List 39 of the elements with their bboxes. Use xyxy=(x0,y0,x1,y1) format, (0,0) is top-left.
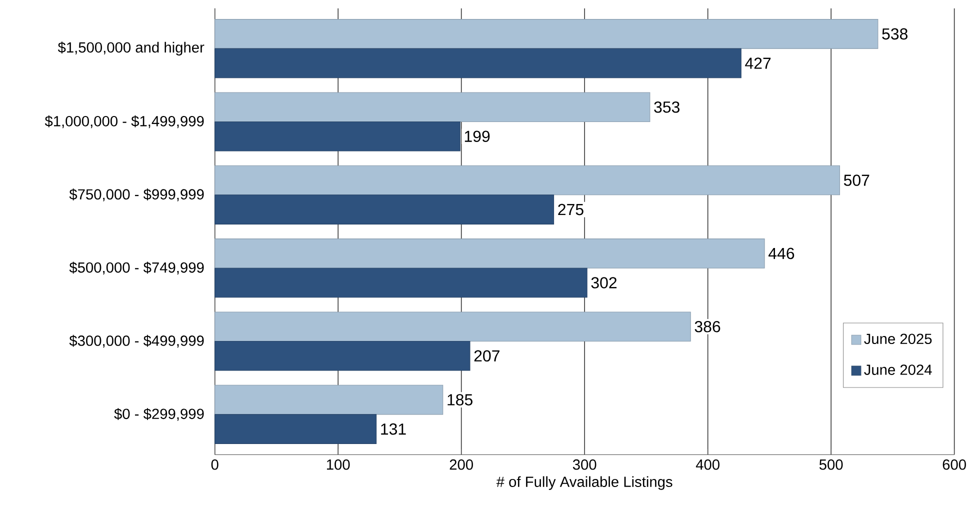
y-tick-label: $300,000 - $499,999 xyxy=(69,335,204,348)
data-label: 207 xyxy=(474,350,500,362)
y-tick-label: $1,500,000 and higher xyxy=(58,42,204,56)
x-tick-label: 100 xyxy=(326,460,350,470)
bar xyxy=(214,194,554,225)
x-tick-label: 200 xyxy=(450,460,473,470)
x-tick-label: 300 xyxy=(572,460,596,470)
y-tick-label: $500,000 - $749,999 xyxy=(69,262,204,275)
x-tick-label: 500 xyxy=(819,460,843,470)
bar xyxy=(214,385,444,415)
bar xyxy=(214,268,588,298)
y-tick-label: $750,000 - $999,999 xyxy=(69,188,204,202)
data-label: 275 xyxy=(558,204,584,216)
bar xyxy=(214,122,460,152)
data-label: 427 xyxy=(745,58,771,69)
data-label: 507 xyxy=(844,174,870,186)
data-label: 446 xyxy=(768,248,794,260)
y-tick-label: $0 - $299,999 xyxy=(114,408,204,421)
bar xyxy=(214,312,691,342)
x-tick-label: 600 xyxy=(942,460,966,470)
data-label: 538 xyxy=(882,28,908,40)
data-label: 353 xyxy=(654,102,680,113)
data-label: 199 xyxy=(464,130,490,142)
legend-label: June 2025 xyxy=(864,334,932,344)
x-tick-label: 0 xyxy=(211,460,218,470)
data-label: 302 xyxy=(591,277,617,289)
x-axis-title: # of Fully Available Listings xyxy=(496,476,672,490)
data-label: 386 xyxy=(694,321,720,332)
bar xyxy=(214,341,470,371)
legend-label: June 2024 xyxy=(864,364,932,376)
bar xyxy=(214,238,765,269)
y-tick-label: $1,000,000 - $1,499,999 xyxy=(44,116,204,128)
bar xyxy=(214,92,650,122)
bar xyxy=(214,19,878,50)
data-label: 185 xyxy=(448,394,472,406)
bar xyxy=(214,166,840,196)
x-tick-label: 400 xyxy=(696,460,720,470)
data-label: 131 xyxy=(381,424,406,435)
bar xyxy=(214,48,742,78)
